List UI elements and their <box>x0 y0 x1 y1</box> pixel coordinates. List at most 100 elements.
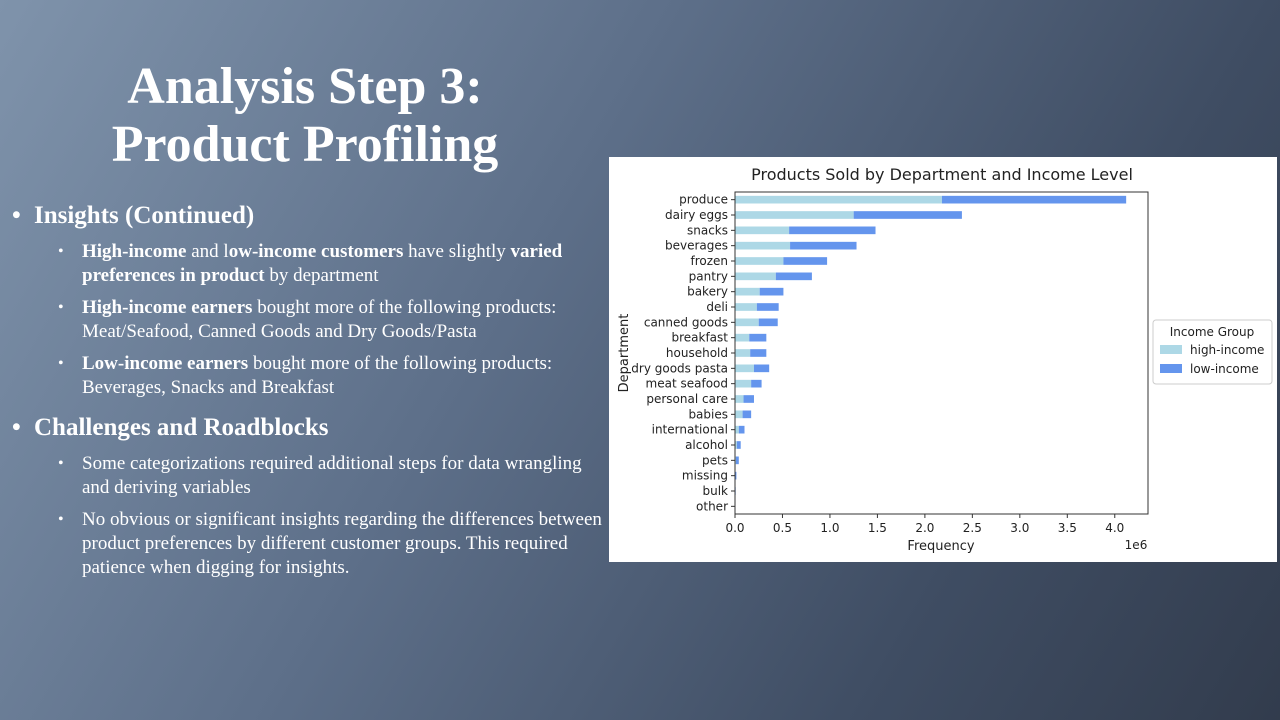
bar-high-income-babies <box>735 410 743 419</box>
bar-high-income-household <box>735 349 751 357</box>
bar-high-income-deli <box>735 303 757 311</box>
bullet-text-run: have slightly <box>403 241 511 262</box>
bullet-text-run: Low-income earners <box>82 353 249 374</box>
y-tick-label: deli <box>706 300 728 314</box>
y-tick-label: frozen <box>690 254 728 268</box>
legend-frame <box>1152 319 1273 385</box>
bullet-text-run: bought more of the following products: B… <box>82 353 553 398</box>
y-tick-label: pets <box>702 453 728 467</box>
y-tick-label: international <box>652 423 728 437</box>
bar-low-income-alcohol <box>736 441 741 449</box>
x-tick-label: 0.5 <box>773 521 792 535</box>
bar-low-income-frozen <box>783 257 828 265</box>
bar-low-income-bakery <box>759 287 784 296</box>
bar-chart: Products Sold by Department and Income L… <box>617 165 1273 554</box>
bar-high-income-canned-goods <box>735 318 759 327</box>
x-tick-label: 2.0 <box>915 521 934 535</box>
bar-low-income-produce <box>941 195 1127 204</box>
bullet-text-run: and l <box>186 241 229 262</box>
bullet-icon: • <box>58 511 64 528</box>
x-tick-label: 1.0 <box>820 521 839 535</box>
bullet-list: • Insights (Continued) • High-income and … <box>12 202 602 588</box>
bar-high-income-dry-goods-pasta <box>735 364 754 373</box>
chart-image: Products Sold by Department and Income L… <box>609 157 1277 562</box>
bar-high-income-frozen <box>735 257 784 265</box>
bullet-item: • No obvious or significant insights rega… <box>58 508 602 580</box>
y-tick-label: beverages <box>665 239 728 253</box>
bar-high-income-snacks <box>735 226 790 235</box>
y-tick-label: canned goods <box>644 315 728 329</box>
bullet-text-run: High-income <box>82 241 187 262</box>
bullet-icon: • <box>12 202 21 229</box>
bar-high-income-personal-care <box>735 395 744 403</box>
bullet-icon: • <box>12 414 21 441</box>
bar-low-income-breakfast <box>749 333 767 342</box>
bar-high-income-alcohol <box>735 441 737 449</box>
bullet-text-run: by department <box>264 265 379 286</box>
bar-low-income-dairy-eggs <box>853 211 962 219</box>
y-tick-label: produce <box>679 193 728 207</box>
y-tick-label: bulk <box>702 484 728 498</box>
bar-low-income-deli <box>756 303 779 311</box>
bar-high-income-beverages <box>735 241 791 250</box>
bar-high-income-breakfast <box>735 333 750 342</box>
legend-title: Income Group <box>1170 325 1255 339</box>
y-tick-label: meat seafood <box>646 377 728 391</box>
x-tick-label: 1.5 <box>868 521 887 535</box>
legend-swatch-high-income <box>1160 345 1182 354</box>
section-heading-challenges: • Challenges and Roadblocks <box>12 414 329 441</box>
y-tick-label: dry goods pasta <box>631 361 728 375</box>
plot-frame <box>734 191 1149 515</box>
slide-title: Analysis Step 3: Product Profiling <box>40 58 570 174</box>
bar-low-income-beverages <box>790 241 857 250</box>
bar-high-income-international <box>735 425 739 434</box>
bar-low-income-pets <box>735 456 739 465</box>
insights-items: • High-income and low-income customers ha… <box>12 240 602 400</box>
legend-label-high-income: high-income <box>1190 343 1264 357</box>
bar-low-income-meat-seafood <box>751 379 762 388</box>
y-tick-label: personal care <box>646 392 728 406</box>
y-tick-label: dairy eggs <box>665 208 728 222</box>
x-tick-label: 2.5 <box>963 521 982 535</box>
bar-low-income-babies <box>742 410 752 419</box>
legend-swatch-low-income <box>1160 364 1182 373</box>
x-axis-label: Frequency <box>907 539 974 554</box>
bar-low-income-missing <box>735 471 737 480</box>
bullet-icon: • <box>58 299 64 316</box>
bullet-item: • Low-income earners bought more of the f… <box>58 352 602 400</box>
chart-bars <box>735 195 1127 511</box>
y-tick-label: babies <box>688 407 728 421</box>
title-line-1: Analysis Step 3: <box>127 58 483 115</box>
chart-title: Products Sold by Department and Income L… <box>751 165 1133 184</box>
y-tick-label: other <box>696 499 728 513</box>
bar-high-income-bakery <box>735 287 760 296</box>
x-axis-multiplier: 1e6 <box>1125 538 1148 552</box>
section-heading-insights: • Insights (Continued) <box>12 202 255 229</box>
bar-high-income-meat-seafood <box>735 379 752 388</box>
bullet-text-run: No obvious or significant insights regar… <box>82 509 602 578</box>
bullet-item: • High-income earners bought more of the … <box>58 296 602 344</box>
bullet-text-run: varied preferences in product <box>82 241 563 286</box>
bullet-text-run: bought more of the following products: M… <box>82 297 557 342</box>
x-tick-label: 3.5 <box>1058 521 1077 535</box>
bullet-icon: • <box>58 455 64 472</box>
bar-low-income-snacks <box>789 226 876 235</box>
bar-low-income-personal-care <box>743 395 754 403</box>
x-tick-label: 4.0 <box>1105 521 1124 535</box>
y-tick-label: bakery <box>687 285 728 299</box>
legend-label-low-income: low-income <box>1190 362 1259 376</box>
y-tick-label: breakfast <box>671 331 728 345</box>
y-tick-label: snacks <box>687 223 728 237</box>
title-line-2: Product Profiling <box>111 116 499 173</box>
x-tick-label: 3.0 <box>1010 521 1029 535</box>
bar-low-income-international <box>738 425 745 434</box>
y-tick-label: missing <box>682 469 728 483</box>
bar-low-income-canned-goods <box>758 318 778 327</box>
bar-high-income-dairy-eggs <box>735 211 854 219</box>
bullet-item: • High-income and low-income customers ha… <box>58 240 602 288</box>
bullet-text-run: Some categorizations required additional… <box>82 453 582 498</box>
bar-high-income-produce <box>735 195 942 204</box>
y-tick-label: pantry <box>689 269 728 283</box>
bullet-icon: • <box>58 355 64 372</box>
